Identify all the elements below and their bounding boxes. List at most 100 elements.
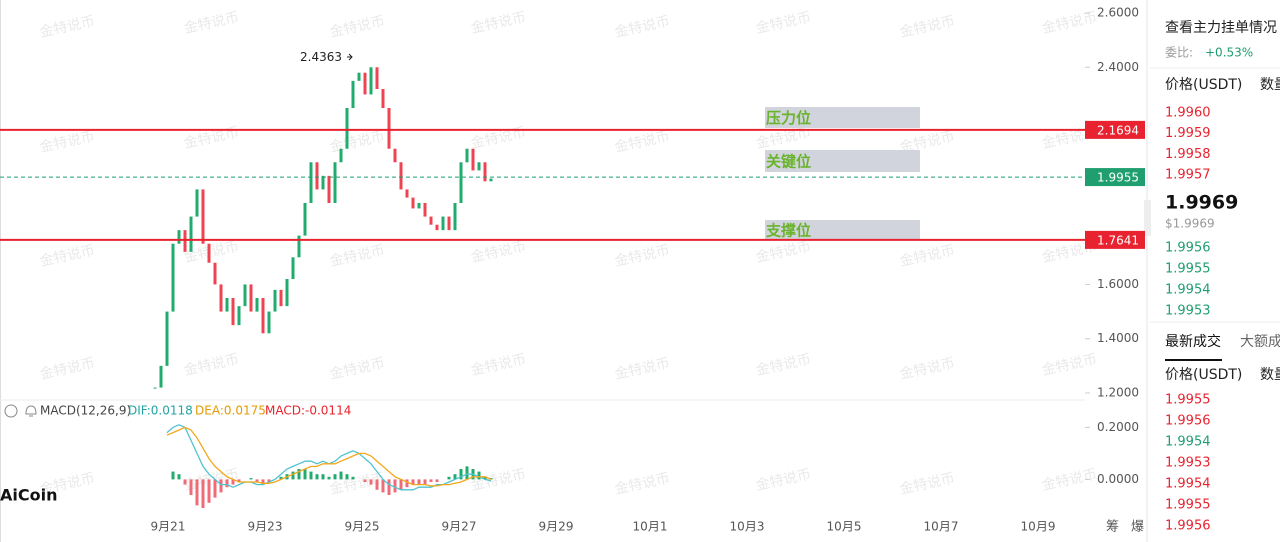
y-tick-label: 1.4000 bbox=[1097, 331, 1139, 345]
collapse-icon[interactable] bbox=[4, 404, 18, 418]
macd-bar bbox=[297, 469, 301, 480]
collapse-handle[interactable] bbox=[1144, 200, 1151, 236]
x-tick-label: 10月5 bbox=[827, 520, 862, 534]
candle bbox=[405, 189, 409, 198]
x-tick-label: 10月1 bbox=[633, 520, 668, 534]
ask-price: 1.9957 bbox=[1165, 168, 1211, 183]
candle bbox=[171, 243, 175, 312]
candle bbox=[381, 89, 385, 108]
ratio-value: +0.53% bbox=[1205, 46, 1253, 60]
trade-price: 1.9955 bbox=[1165, 498, 1211, 513]
zone bbox=[765, 150, 920, 172]
macd-bar bbox=[213, 479, 217, 498]
macd-bar bbox=[465, 466, 469, 480]
trade-price: 1.9954 bbox=[1165, 477, 1211, 492]
bid-price: 1.9953 bbox=[1165, 304, 1211, 319]
candle bbox=[237, 306, 241, 326]
candle bbox=[429, 216, 433, 225]
macd-bar bbox=[183, 479, 187, 485]
x-tick-label: 10月7 bbox=[924, 520, 959, 534]
candle bbox=[255, 298, 259, 312]
candle bbox=[309, 162, 313, 203]
macd-bar bbox=[447, 476, 451, 480]
macd-bar bbox=[237, 479, 241, 482]
zone bbox=[765, 107, 920, 128]
macd-bar bbox=[351, 476, 355, 480]
macd-bar bbox=[327, 476, 331, 480]
candle bbox=[159, 365, 163, 388]
candle bbox=[363, 72, 367, 95]
trade-price: 1.9953 bbox=[1165, 456, 1211, 471]
macd-bar bbox=[339, 471, 343, 480]
candle bbox=[243, 284, 247, 307]
zone-label: 关键位 bbox=[766, 153, 811, 171]
candle bbox=[483, 162, 487, 182]
candle bbox=[267, 311, 271, 334]
candle bbox=[303, 203, 307, 236]
candle bbox=[471, 148, 475, 171]
candle bbox=[195, 189, 199, 217]
macd-bar bbox=[267, 479, 271, 482]
macd-bar bbox=[363, 479, 367, 482]
candle bbox=[297, 235, 301, 258]
candle bbox=[153, 387, 157, 389]
macd-bar bbox=[225, 479, 229, 488]
x-tick-label: 10月9 bbox=[1021, 520, 1056, 534]
macd-bar bbox=[177, 474, 181, 480]
trade-price: 1.9955 bbox=[1165, 393, 1211, 408]
candle bbox=[411, 197, 415, 209]
candle bbox=[285, 279, 289, 307]
macd-bar bbox=[453, 474, 457, 480]
price-header: 价格(USDT) bbox=[1165, 77, 1242, 93]
y-tick-label: 1.6000 bbox=[1097, 277, 1139, 291]
macd-bar bbox=[207, 479, 211, 503]
tab[interactable]: 大额成交 bbox=[1240, 333, 1280, 350]
candle bbox=[327, 175, 331, 203]
side-tab: 筹 bbox=[1106, 519, 1119, 535]
tab[interactable]: 最新成交 bbox=[1165, 333, 1221, 350]
macd-bar bbox=[387, 479, 391, 495]
x-tick-label: 9月23 bbox=[248, 520, 283, 534]
alert-icon[interactable] bbox=[25, 405, 37, 417]
candle bbox=[417, 203, 421, 209]
qty-header: 数量 bbox=[1260, 367, 1280, 383]
candle bbox=[345, 108, 349, 149]
candle bbox=[177, 230, 181, 244]
level-tag bbox=[1085, 120, 1145, 139]
level-label: 1.9955 bbox=[1097, 171, 1139, 185]
candle bbox=[333, 162, 337, 203]
level-label: 2.1694 bbox=[1097, 123, 1139, 137]
last-usd: $1.9969 bbox=[1165, 217, 1215, 231]
y-tick-label: 0.2000 bbox=[1097, 420, 1139, 434]
candle bbox=[399, 162, 403, 190]
x-tick-label: 9月25 bbox=[345, 520, 380, 534]
level-tag bbox=[1085, 168, 1145, 187]
candle bbox=[273, 289, 277, 312]
level-label: 1.7641 bbox=[1097, 233, 1139, 247]
dea-line bbox=[166, 426, 492, 487]
macd-bar bbox=[333, 474, 337, 480]
candle bbox=[291, 257, 295, 279]
candle bbox=[249, 284, 253, 312]
macd-bar bbox=[189, 479, 193, 495]
candle bbox=[219, 284, 223, 312]
candle bbox=[489, 178, 493, 182]
side-tab: 爆 bbox=[1131, 520, 1144, 535]
panel-title[interactable]: 查看主力挂单情况 bbox=[1165, 20, 1277, 36]
trade-price: 1.9956 bbox=[1165, 414, 1211, 429]
candle bbox=[447, 216, 451, 231]
macd-bar bbox=[399, 479, 403, 490]
peak-label: 2.4363 bbox=[300, 50, 342, 64]
candle bbox=[453, 203, 457, 231]
macd-bar bbox=[303, 469, 307, 480]
price-header: 价格(USDT) bbox=[1165, 367, 1242, 383]
macd-bar bbox=[201, 479, 205, 508]
candle bbox=[231, 298, 235, 326]
macd-label: MACD:-0.0114 bbox=[265, 404, 351, 418]
candle bbox=[369, 67, 373, 95]
macd-bar bbox=[435, 479, 439, 482]
macd-bar bbox=[429, 479, 433, 482]
